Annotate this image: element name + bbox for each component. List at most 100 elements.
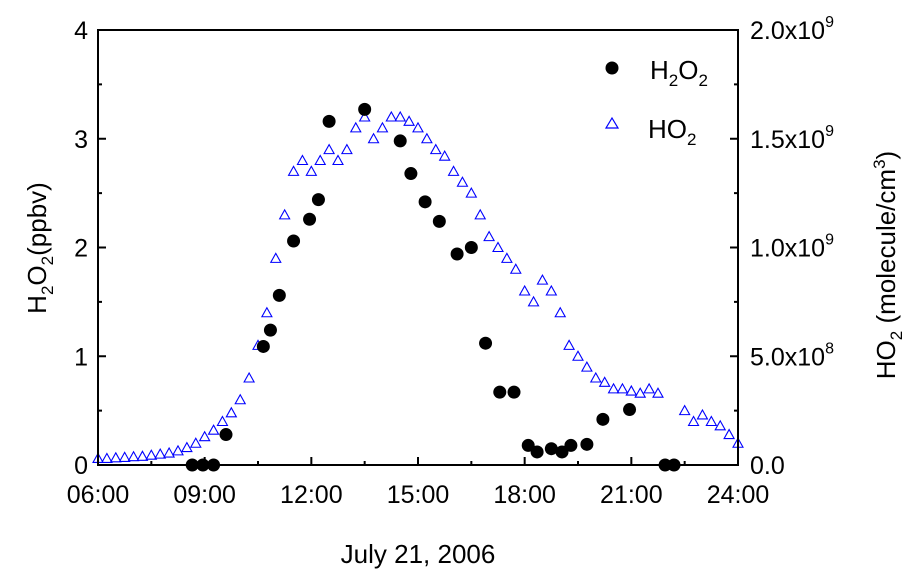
ho2-point bbox=[296, 154, 309, 166]
ho2-point bbox=[678, 404, 691, 416]
h2o2-point bbox=[555, 445, 569, 459]
ho2-point bbox=[118, 451, 131, 462]
ho2-point bbox=[572, 350, 584, 361]
ho2-point bbox=[145, 449, 158, 460]
ho2-point bbox=[278, 208, 291, 220]
x-tick-label: 18:00 bbox=[493, 481, 556, 509]
legend-ho2-label: HO2 bbox=[648, 114, 696, 149]
y-right-tick-label: 5.0x108 bbox=[750, 340, 834, 371]
ho2-point bbox=[634, 387, 647, 398]
h2o2-point bbox=[450, 247, 464, 261]
y-axis-right-title: HO2 (molecule/cm3) bbox=[870, 151, 906, 379]
h2o2-point bbox=[479, 336, 493, 350]
h2o2-point bbox=[322, 114, 336, 128]
y-right-tick-label: 2.0x109 bbox=[750, 14, 834, 45]
y-axis-left-title: H2O2(ppbv) bbox=[22, 182, 57, 314]
ho2-point bbox=[394, 110, 407, 122]
plot-marks bbox=[92, 102, 744, 472]
ho2-point bbox=[483, 230, 496, 242]
h2o2-point bbox=[564, 438, 578, 452]
ho2-point bbox=[580, 360, 593, 372]
h2o2-point bbox=[272, 288, 286, 302]
ho2-point bbox=[447, 165, 460, 176]
ho2-point bbox=[100, 452, 113, 464]
h2o2-point bbox=[404, 167, 418, 181]
ho2-point bbox=[492, 241, 504, 253]
ho2-point bbox=[687, 415, 700, 427]
x-tick-label: 12:00 bbox=[280, 481, 343, 509]
h2o2-point bbox=[507, 385, 521, 399]
h2o2-point bbox=[358, 102, 372, 116]
ho2-point bbox=[358, 110, 371, 122]
ho2-point bbox=[420, 132, 433, 144]
y-left-tick-label: 3 bbox=[74, 126, 88, 154]
h2o2-point bbox=[418, 195, 432, 209]
ho2-point bbox=[714, 419, 727, 431]
ho2-point bbox=[180, 441, 193, 453]
ho2-point bbox=[527, 295, 540, 307]
h2o2-point bbox=[256, 339, 270, 353]
legend-h2o2-label: H2O2 bbox=[650, 55, 708, 90]
h2o2-point bbox=[623, 403, 637, 417]
ho2-point bbox=[652, 387, 664, 398]
h2o2-point bbox=[521, 438, 535, 452]
ho2-point bbox=[269, 252, 282, 263]
h2o2-point bbox=[303, 212, 317, 226]
ho2-point bbox=[136, 450, 149, 461]
h2o2-point bbox=[393, 134, 407, 148]
y-axis-right: 0.0 5.0x108 1.0x109 1.5x109 2.0x109 bbox=[730, 14, 834, 480]
ho2-point bbox=[598, 376, 611, 387]
y-left-tick-label: 2 bbox=[74, 235, 88, 263]
ho2-point bbox=[500, 252, 513, 263]
h2o2-point bbox=[493, 385, 507, 399]
h2o2-point bbox=[311, 193, 325, 207]
ho2-point bbox=[536, 273, 549, 285]
ho2-point bbox=[589, 371, 602, 383]
ho2-point bbox=[412, 121, 424, 133]
x-tick-label: 09:00 bbox=[173, 481, 236, 509]
ho2-point bbox=[429, 143, 442, 155]
ho2-point bbox=[216, 415, 229, 427]
y-left-tick-label: 4 bbox=[74, 17, 88, 45]
ho2-point bbox=[465, 186, 478, 198]
h2o2-point bbox=[530, 445, 544, 459]
ho2-point bbox=[563, 339, 576, 350]
ho2-point bbox=[705, 415, 718, 427]
ho2-point bbox=[189, 437, 202, 448]
ho2-point bbox=[554, 306, 567, 318]
legend-h2o2-marker bbox=[605, 61, 619, 75]
h2o2-point bbox=[219, 428, 233, 442]
ho2-point bbox=[207, 424, 220, 435]
x-tick-label: 21:00 bbox=[600, 481, 663, 509]
y-left-tick-label: 0 bbox=[74, 452, 88, 480]
y-right-tick-label: 0.0 bbox=[750, 452, 785, 480]
ho2-point bbox=[340, 143, 353, 155]
ho2-point bbox=[616, 382, 629, 394]
ho2-point bbox=[509, 263, 522, 274]
y-right-tick-label: 1.0x109 bbox=[750, 232, 834, 263]
ho2-point bbox=[456, 176, 469, 187]
ho2-point bbox=[163, 446, 176, 458]
plot-frame bbox=[97, 29, 739, 466]
y-left-tick-label: 1 bbox=[74, 343, 88, 371]
ho2-point bbox=[349, 121, 362, 133]
ho2-point bbox=[305, 165, 318, 176]
ho2-point bbox=[545, 284, 558, 296]
ho2-point bbox=[260, 306, 273, 318]
ho2-point bbox=[243, 371, 256, 383]
ho2-point bbox=[332, 154, 344, 166]
h2o2-point bbox=[263, 323, 277, 337]
h2o2-point bbox=[544, 442, 558, 456]
ho2-point bbox=[234, 393, 247, 405]
ho2-point bbox=[607, 382, 620, 394]
ho2-point bbox=[376, 121, 389, 133]
legend: H2O2 HO2 bbox=[604, 55, 708, 149]
x-tick-label: 15:00 bbox=[387, 481, 450, 509]
ho2-point bbox=[109, 451, 122, 463]
ho2-point bbox=[518, 284, 531, 296]
h2o2-point bbox=[432, 214, 446, 228]
ho2-point bbox=[127, 450, 140, 462]
ho2-point bbox=[154, 447, 167, 459]
ho2-point bbox=[287, 165, 300, 176]
